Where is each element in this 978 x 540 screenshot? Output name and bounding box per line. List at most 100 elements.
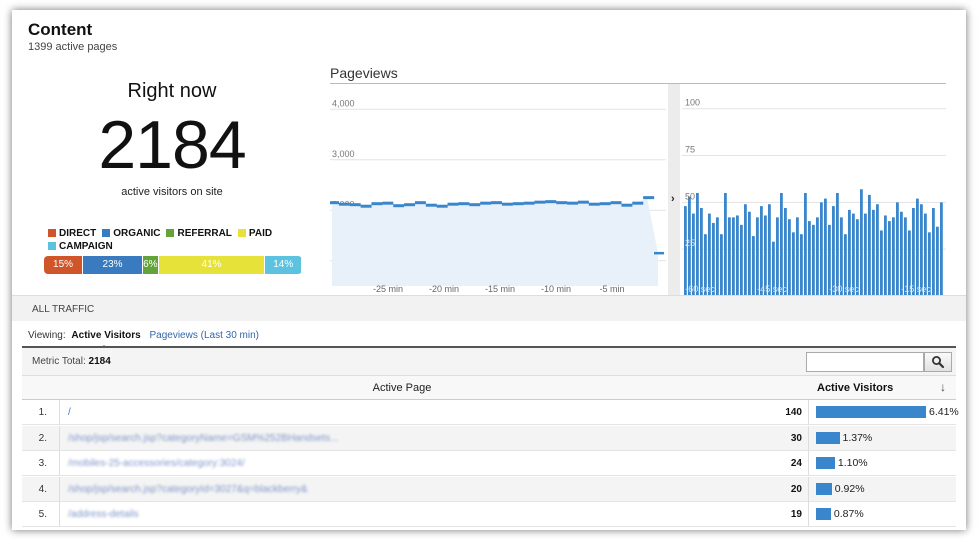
bar (912, 207, 915, 296)
bar (764, 215, 767, 296)
cell-separator (808, 476, 809, 502)
bar (800, 234, 803, 296)
row-index: 5. (22, 502, 60, 527)
bar (692, 213, 695, 296)
legend-item-direct: DIRECT (48, 227, 96, 240)
bar (796, 217, 799, 296)
bar-y-tick: 50 (685, 191, 695, 201)
bar (844, 234, 847, 296)
bar (704, 234, 707, 296)
row-visitors: 20 (790, 483, 802, 495)
table-top-rule (22, 346, 956, 348)
legend-swatch (166, 229, 175, 237)
bar (812, 224, 815, 296)
bar (736, 215, 739, 296)
legend-label: PAID (248, 228, 273, 239)
bar (860, 189, 863, 296)
tab-pageviews-last-30-min[interactable]: Pageviews (Last 30 min) (149, 330, 259, 341)
line-area (332, 197, 658, 286)
row-visitors: 30 (790, 432, 802, 444)
traffic-segment-0[interactable]: 15% (44, 256, 84, 274)
bar (732, 217, 735, 296)
bar (896, 202, 899, 296)
row-visitors: 140 (785, 407, 802, 418)
row-page-link[interactable]: /mobiles-25-accessories/category:3024/ (68, 458, 245, 469)
traffic-segment-2[interactable]: 6% (143, 256, 159, 274)
bar (900, 211, 903, 296)
row-share-bar (816, 406, 926, 418)
row-index: 4. (22, 476, 60, 502)
bar (836, 193, 839, 296)
bar (840, 217, 843, 296)
row-share-bar (816, 482, 832, 495)
row-percent: 0.92% (834, 482, 865, 495)
row-page-link[interactable]: /shop/jsp/search.jsp?categoryName=GSM%25… (68, 432, 339, 444)
bar (780, 193, 783, 296)
row-page-link[interactable]: / (68, 407, 71, 418)
bar-x-tick: -60 sec (685, 284, 715, 294)
table-row: 3. /mobiles-25-accessories/category:3024/… (22, 451, 956, 476)
row-index: 3. (22, 451, 60, 476)
bar (760, 206, 763, 296)
active-pages-count: 1399 active pages (28, 41, 118, 53)
bar-x-tick: -30 sec (829, 284, 859, 294)
row-percent: 0.87% (833, 508, 864, 520)
metric-total: Metric Total: 2184 (32, 356, 111, 367)
traffic-segment-1[interactable]: 23% (83, 256, 144, 274)
metric-total-value: 2184 (88, 356, 111, 367)
viewing-toggle: Viewing: Active Visitors Pageviews (Last… (28, 330, 259, 341)
legend-item-campaign: CAMPAIGN (48, 240, 113, 253)
row-page-link[interactable]: /shop/jsp/search.jsp?categoryId=3027&q=b… (68, 483, 308, 495)
row-index: 2. (22, 425, 60, 451)
bar-x-tick: -45 sec (757, 284, 787, 294)
bar (888, 221, 891, 296)
line-y-tick: 4,000 (332, 98, 355, 108)
metric-total-bar: Metric Total: 2184 (22, 348, 956, 376)
bar (748, 211, 751, 296)
row-percent: 6.41% (929, 406, 959, 418)
legend-label: DIRECT (59, 228, 97, 239)
bar (892, 217, 895, 296)
line-x-tick: -20 min (429, 284, 459, 294)
bar (868, 194, 871, 296)
right-now-title: Right now (127, 80, 217, 102)
traffic-segment-3[interactable]: 41% (158, 256, 266, 274)
table-search-input[interactable] (806, 352, 924, 372)
col-active-page[interactable]: Active Page (372, 382, 432, 394)
tab-active-visitors[interactable]: Active Visitors (71, 330, 141, 341)
row-page-link[interactable]: /address-details (68, 509, 139, 520)
report-header: Content 1399 active pages (28, 20, 117, 53)
traffic-segment-4[interactable]: 14% (265, 256, 302, 274)
legend-swatch (48, 229, 56, 237)
bar (712, 222, 715, 296)
line-y-tick: 3,000 (332, 149, 355, 159)
bar (908, 230, 911, 296)
bar (928, 232, 931, 296)
bar (872, 209, 875, 296)
all-traffic-bar: ALL TRAFFIC (12, 295, 966, 321)
legend-label: CAMPAIGN (59, 241, 113, 252)
magnifier-icon (932, 356, 945, 369)
page-title: Content (28, 20, 93, 39)
bar (756, 217, 759, 296)
chevron-right-icon: › (671, 193, 675, 205)
bar-y-tick: 75 (685, 145, 695, 155)
row-share-bar (816, 508, 831, 520)
arrow-down-icon[interactable]: ↓ (940, 380, 946, 394)
line-x-tick: -25 min (373, 284, 403, 294)
legend-item-referral: REFERRAL (166, 227, 232, 240)
bar (852, 213, 855, 296)
bar-y-tick: 25 (685, 238, 695, 248)
col-active-visitors[interactable]: Active Visitors (817, 382, 894, 394)
bar (884, 215, 887, 296)
bar (720, 234, 723, 296)
bar (728, 217, 731, 296)
table-row: 5. /address-details 19 0.87% (22, 502, 956, 527)
cell-separator (808, 400, 809, 425)
row-percent: 1.10% (837, 457, 868, 469)
bar (776, 217, 779, 296)
pageviews-title-rule (330, 83, 946, 84)
bar-y-tick: 100 (685, 98, 700, 108)
table-search-button[interactable] (924, 352, 952, 372)
bar (824, 198, 827, 296)
